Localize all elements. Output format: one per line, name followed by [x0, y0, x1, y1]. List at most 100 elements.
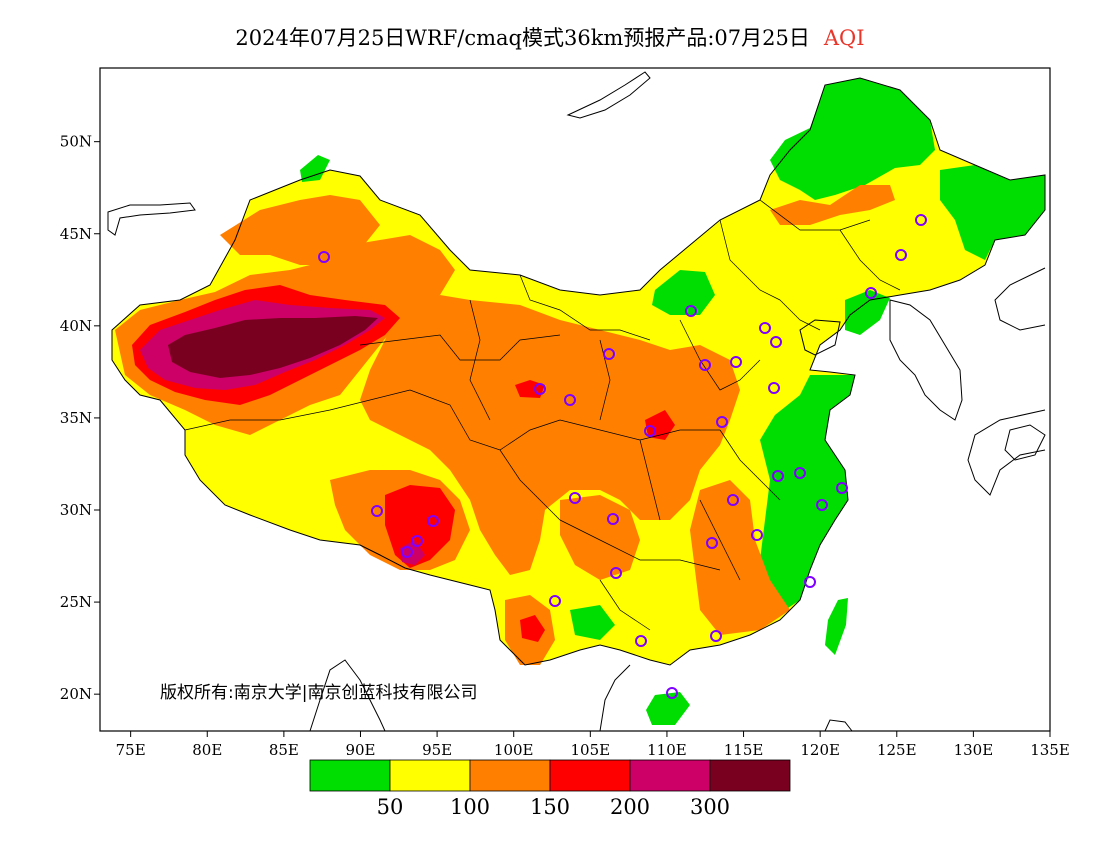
station-marker — [768, 382, 780, 394]
station-marker — [772, 470, 784, 482]
lake-balkhash — [107, 202, 196, 236]
map-title: 2024年07月25日WRF/cmaq模式36km预报产品:07月25日 AQI — [0, 22, 1100, 52]
station-marker — [770, 336, 782, 348]
china-border — [111, 77, 1046, 666]
indochina-border — [309, 659, 386, 732]
lat-tick-label: 35N — [60, 409, 92, 427]
station-marker — [644, 425, 656, 437]
lon-tick-label: 125E — [877, 741, 917, 759]
station-marker — [564, 394, 576, 406]
station-marker — [751, 529, 763, 541]
aqi-zone-good-heilongjiang — [940, 165, 1045, 260]
colorbar-label: 300 — [690, 795, 730, 819]
station-marker — [716, 416, 728, 428]
station-marker — [710, 630, 722, 642]
coastlines — [107, 71, 1046, 732]
station-marker — [730, 356, 742, 368]
station-marker — [610, 567, 622, 579]
station-marker — [371, 505, 383, 517]
lon-tick-label: 100E — [494, 741, 534, 759]
colorbar-swatch — [309, 759, 391, 792]
aqi-zone-good-hainan — [646, 692, 690, 725]
map-frame — [99, 67, 1051, 732]
aqi-zone-sensitive-south — [690, 480, 790, 635]
lon-tick-label: 80E — [192, 741, 222, 759]
station-marker — [816, 499, 828, 511]
copyright-text: 版权所有:南京大学|南京创蓝科技有限公司 — [160, 683, 477, 703]
station-marker — [603, 348, 615, 360]
philippines — [824, 719, 853, 732]
bohai-gulf — [799, 319, 841, 356]
title-main: 2024年07月25日WRF/cmaq模式36km预报产品:07月25日 — [235, 26, 810, 50]
aqi-zone-good-guangxi — [570, 605, 615, 640]
colorbar-label: 50 — [377, 795, 404, 819]
aqi-zone-hazardous — [168, 316, 378, 378]
vietnam-coast — [599, 664, 631, 732]
aqi-zone-unhealthy-henan — [645, 410, 675, 440]
station-marker — [804, 576, 816, 588]
aqi-zone-sensitive-central — [360, 295, 740, 575]
lat-tick-label: 40N — [60, 317, 92, 335]
station-marker — [401, 546, 413, 558]
station-marker — [759, 322, 771, 334]
colorbar-swatch — [389, 759, 471, 792]
lon-tick-label: 75E — [116, 741, 146, 759]
lon-tick-label: 95E — [422, 741, 452, 759]
station-marker — [318, 251, 330, 263]
station-marker — [794, 467, 806, 479]
colorbar-swatch — [709, 759, 791, 792]
colorbar-label: 100 — [450, 795, 490, 819]
colorbar-swatch — [629, 759, 711, 792]
aqi-zone-good-xinjiang-north — [300, 155, 330, 182]
station-marker — [549, 595, 561, 607]
title-variable: AQI — [823, 26, 865, 50]
korea-peninsula — [889, 299, 963, 421]
province-borders — [184, 199, 901, 631]
station-marker — [865, 287, 877, 299]
aqi-zone-sensitive-sichuan — [560, 495, 640, 580]
lat-tick-label: 20N — [60, 685, 92, 703]
lon-tick-label: 135E — [1030, 741, 1070, 759]
colorbar-swatch — [469, 759, 551, 792]
station-marker — [534, 383, 546, 395]
japan-kyushu — [1004, 424, 1046, 461]
station-marker — [635, 635, 647, 647]
aqi-zone-sensitive-tianshan — [220, 195, 380, 265]
lon-tick-label: 105E — [571, 741, 611, 759]
station-marker — [706, 537, 718, 549]
station-marker — [699, 359, 711, 371]
station-marker — [685, 305, 697, 317]
lat-tick-label: 50N — [60, 133, 92, 151]
colorbar-swatch — [549, 759, 631, 792]
station-marker — [895, 249, 907, 261]
lon-tick-label: 130E — [954, 741, 994, 759]
station-marker — [915, 214, 927, 226]
station-marker — [427, 515, 439, 527]
colorbar-label: 200 — [610, 795, 650, 819]
station-markers — [318, 214, 927, 699]
station-marker — [836, 482, 848, 494]
station-marker — [607, 513, 619, 525]
station-marker — [411, 535, 423, 547]
lon-tick-label: 110E — [647, 741, 687, 759]
lon-tick-label: 90E — [345, 741, 375, 759]
colorbar-label: 150 — [530, 795, 570, 819]
aqi-zone-good-taiwan — [825, 598, 848, 655]
aqi-zone-sensitive-north — [770, 185, 895, 225]
lon-tick-label: 120E — [800, 741, 840, 759]
baikal-region — [566, 71, 651, 119]
lon-tick-label: 115E — [724, 741, 764, 759]
longitude-axis: 75E 80E 85E 90E 95E 100E 105E 110E 115E 120E 125E 1… — [116, 731, 1070, 759]
lat-tick-label: 25N — [60, 593, 92, 611]
aqi-zone-unhealthy-yunnan — [520, 615, 545, 642]
aqi-zone-good-liaoning — [845, 290, 890, 335]
latitude-axis: 50N 45N 40N 35N 30N 25N 20N — [60, 133, 100, 703]
aqi-zone-good-northeast — [770, 78, 935, 200]
aqi-zone-good-inner — [652, 270, 715, 315]
lat-tick-label: 30N — [60, 501, 92, 519]
japan-islands — [967, 267, 1046, 496]
colorbar: 50 100 150 200 300 — [309, 759, 791, 819]
station-marker — [569, 492, 581, 504]
station-marker — [727, 494, 739, 506]
